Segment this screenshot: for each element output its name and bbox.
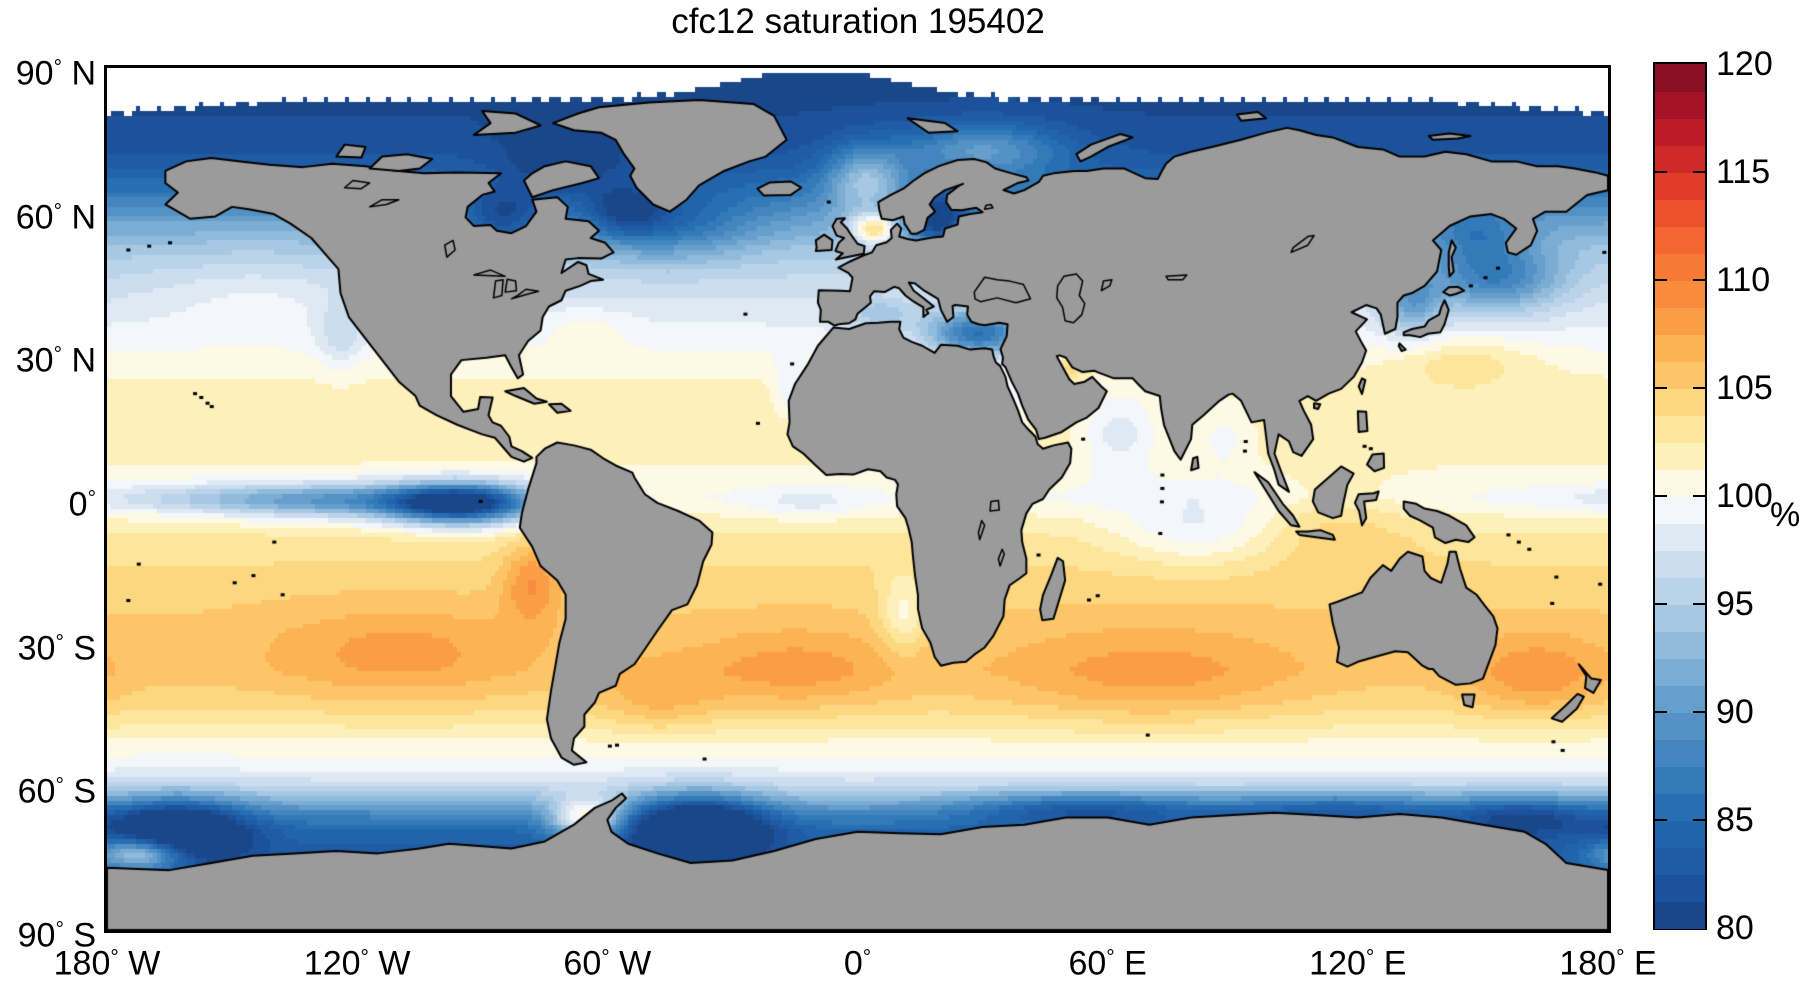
colorbar-segment <box>1655 172 1705 200</box>
degree-symbol: ° <box>53 343 62 367</box>
y-tick-label: 90° S <box>17 916 96 955</box>
colorbar-segment <box>1655 550 1705 578</box>
colorbar-segment <box>1655 361 1705 389</box>
x-tick-label: 180° E <box>1559 944 1657 983</box>
colorbar-segment <box>1655 64 1705 92</box>
colorbar-segment <box>1655 442 1705 470</box>
colorbar-tick-label: 95 <box>1716 585 1754 623</box>
colorbar-tick-mark <box>1655 603 1667 605</box>
colorbar-tick-label: 90 <box>1716 693 1754 731</box>
degree-symbol: ° <box>862 946 872 969</box>
colorbar-segment <box>1655 631 1705 659</box>
colorbar-tick-label: 115 <box>1716 153 1771 191</box>
colorbar-tick-mark <box>1693 711 1705 713</box>
colorbar-unit-label: % <box>1770 496 1801 534</box>
colorbar-segment <box>1655 523 1705 551</box>
degree-symbol: ° <box>53 56 62 79</box>
colorbar-segment <box>1655 118 1705 146</box>
x-tick-label: 60° W <box>563 944 652 983</box>
colorbar-segment <box>1655 901 1705 929</box>
degree-symbol: ° <box>55 918 64 941</box>
colorbar-tick-mark <box>1655 819 1667 821</box>
colorbar-segment <box>1655 469 1705 497</box>
colorbar-segment <box>1655 793 1705 821</box>
y-tick-label: 60° N <box>15 198 96 237</box>
colorbar-segment <box>1655 712 1705 740</box>
colorbar-tick-label: 105 <box>1716 369 1773 407</box>
colorbar-segment <box>1655 658 1705 686</box>
colorbar-tick-mark <box>1693 495 1705 497</box>
colorbar-tick-label: 80 <box>1716 909 1754 947</box>
colorbar-segment <box>1655 334 1705 362</box>
map-plot-border <box>104 65 1611 933</box>
x-tick-label: 60° E <box>1068 944 1147 983</box>
colorbar-segment <box>1655 604 1705 632</box>
colorbar-segment <box>1655 388 1705 416</box>
colorbar-segment <box>1655 766 1705 794</box>
colorbar-segment <box>1655 253 1705 281</box>
y-tick-label: 60° S <box>17 772 96 811</box>
x-tick-label: 180° W <box>53 944 161 983</box>
y-tick-label: 30° N <box>15 341 96 380</box>
colorbar-tick-mark <box>1693 171 1705 173</box>
colorbar-segment <box>1655 307 1705 335</box>
degree-symbol: ° <box>1616 946 1625 969</box>
degree-symbol: ° <box>1106 946 1115 969</box>
colorbar-segment <box>1655 739 1705 767</box>
colorbar-tick-mark <box>1693 819 1705 821</box>
colorbar-tick-mark <box>1693 603 1705 605</box>
colorbar-segment <box>1655 280 1705 308</box>
colorbar-tick-mark <box>1655 711 1667 713</box>
colorbar-segment <box>1655 874 1705 902</box>
colorbar-segment <box>1655 226 1705 254</box>
colorbar-tick-label: 110 <box>1716 261 1771 299</box>
colorbar-tick-label: 120 <box>1716 45 1773 83</box>
colorbar-segment <box>1655 145 1705 173</box>
degree-symbol: ° <box>87 487 96 510</box>
degree-symbol: ° <box>1365 946 1375 969</box>
degree-symbol: ° <box>110 946 119 969</box>
y-tick-label: 30° S <box>17 629 96 668</box>
colorbar-tick-mark <box>1693 279 1705 281</box>
colorbar-segment <box>1655 577 1705 605</box>
y-tick-label: 0° <box>68 485 96 524</box>
colorbar-tick-mark <box>1693 387 1705 389</box>
colorbar-segment <box>1655 820 1705 848</box>
world-map-canvas <box>107 68 1608 930</box>
colorbar-tick-mark <box>1655 279 1667 281</box>
colorbar-tick-mark <box>1655 171 1667 173</box>
colorbar <box>1653 62 1707 930</box>
colorbar-segment <box>1655 91 1705 119</box>
y-tick-label: 90° N <box>15 54 96 93</box>
colorbar-tick-label: 100 <box>1716 477 1773 515</box>
colorbar-tick-mark <box>1655 495 1667 497</box>
degree-symbol: ° <box>360 946 369 969</box>
x-tick-label: 0° <box>843 944 872 983</box>
degree-symbol: ° <box>55 774 64 798</box>
colorbar-tick-mark <box>1655 387 1667 389</box>
x-tick-label: 120° W <box>303 944 411 983</box>
degree-symbol: ° <box>601 946 610 969</box>
colorbar-segment <box>1655 496 1705 524</box>
x-tick-label: 120° E <box>1309 944 1407 983</box>
degree-symbol: ° <box>55 630 64 654</box>
colorbar-segment <box>1655 199 1705 227</box>
colorbar-segment <box>1655 415 1705 443</box>
chart-title: cfc12 saturation 195402 <box>671 2 1045 41</box>
colorbar-segment <box>1655 847 1705 875</box>
colorbar-tick-label: 85 <box>1716 801 1754 839</box>
colorbar-segment <box>1655 685 1705 713</box>
degree-symbol: ° <box>53 199 62 223</box>
